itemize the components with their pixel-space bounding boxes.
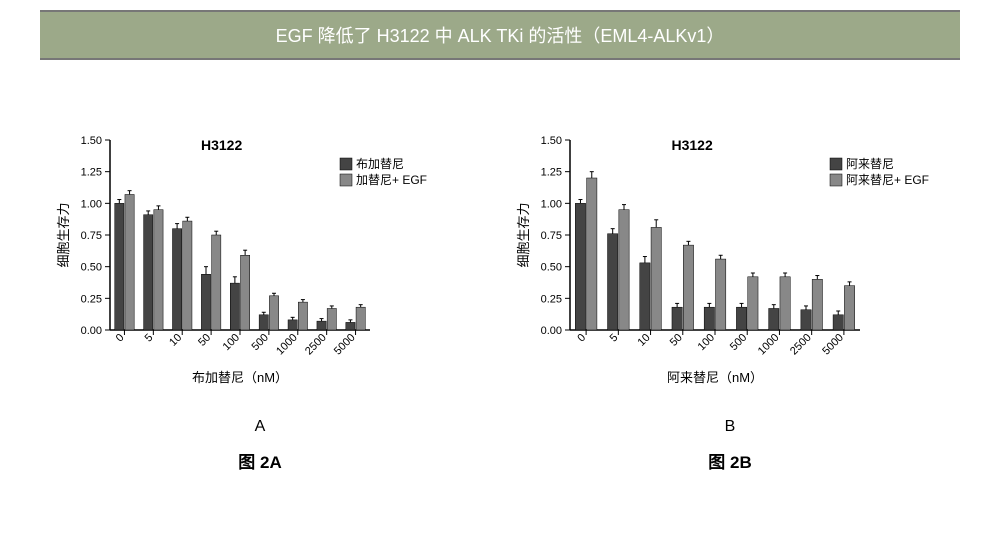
svg-text:1.25: 1.25 bbox=[81, 167, 102, 179]
chart-b: 0.000.250.500.751.001.251.50051050100500… bbox=[510, 120, 950, 390]
svg-text:2500: 2500 bbox=[788, 332, 814, 358]
fig-label-a: 图 2A bbox=[50, 448, 470, 473]
svg-text:H3122: H3122 bbox=[672, 137, 713, 153]
svg-text:1.00: 1.00 bbox=[81, 198, 102, 210]
svg-text:5000: 5000 bbox=[820, 332, 846, 358]
svg-text:阿来替尼+ EGF: 阿来替尼+ EGF bbox=[846, 173, 929, 187]
svg-text:2500: 2500 bbox=[303, 332, 329, 358]
svg-text:布加替尼: 布加替尼 bbox=[356, 157, 404, 171]
svg-text:0.50: 0.50 bbox=[81, 262, 102, 274]
chart-a: 0.000.250.500.751.001.251.50051050100500… bbox=[50, 120, 470, 390]
svg-text:0.25: 0.25 bbox=[541, 293, 562, 305]
svg-text:0.75: 0.75 bbox=[541, 230, 562, 242]
panel-letter-a: A bbox=[50, 418, 470, 436]
svg-text:1.50: 1.50 bbox=[541, 135, 562, 147]
svg-text:100: 100 bbox=[696, 332, 717, 353]
svg-text:0.00: 0.00 bbox=[81, 325, 102, 337]
svg-text:H3122: H3122 bbox=[201, 137, 242, 153]
panel-letter-b: B bbox=[510, 418, 950, 436]
svg-text:5000: 5000 bbox=[332, 332, 358, 358]
svg-text:1.50: 1.50 bbox=[81, 135, 102, 147]
chart-a-wrap: 0.000.250.500.751.001.251.50051050100500… bbox=[50, 120, 470, 473]
svg-text:1000: 1000 bbox=[756, 332, 782, 358]
svg-text:1.00: 1.00 bbox=[541, 198, 562, 210]
svg-text:1.25: 1.25 bbox=[541, 167, 562, 179]
svg-text:0.25: 0.25 bbox=[81, 293, 102, 305]
svg-text:细胞生存力: 细胞生存力 bbox=[56, 202, 71, 267]
svg-text:0.75: 0.75 bbox=[81, 230, 102, 242]
fig-label-b: 图 2B bbox=[510, 448, 950, 473]
chart-b-wrap: 0.000.250.500.751.001.251.50051050100500… bbox=[510, 120, 950, 473]
svg-text:阿来替尼（nM）: 阿来替尼（nM） bbox=[667, 370, 763, 385]
charts-row: 0.000.250.500.751.001.251.50051050100500… bbox=[0, 120, 1000, 473]
svg-text:0.00: 0.00 bbox=[541, 325, 562, 337]
svg-text:500: 500 bbox=[728, 332, 749, 353]
svg-text:布加替尼（nM）: 布加替尼（nM） bbox=[192, 370, 288, 385]
svg-text:细胞生存力: 细胞生存力 bbox=[516, 202, 531, 267]
svg-text:100: 100 bbox=[221, 332, 242, 353]
page-title: EGF 降低了 H3122 中 ALK TKi 的活性（EML4-ALKv1） bbox=[40, 10, 960, 60]
svg-text:加替尼+ EGF: 加替尼+ EGF bbox=[356, 173, 427, 187]
svg-text:阿来替尼: 阿来替尼 bbox=[846, 157, 894, 171]
svg-text:1000: 1000 bbox=[274, 332, 300, 358]
svg-text:500: 500 bbox=[250, 332, 271, 353]
svg-text:0.50: 0.50 bbox=[541, 262, 562, 274]
